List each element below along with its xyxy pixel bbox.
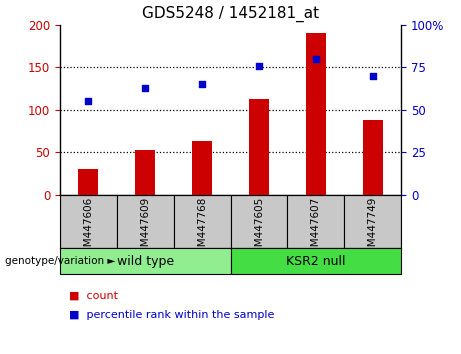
Text: GSM447606: GSM447606: [83, 196, 94, 259]
Point: [85, 98, 92, 104]
Text: KSR2 null: KSR2 null: [286, 255, 346, 268]
Bar: [78, 169, 98, 195]
Bar: [192, 141, 212, 195]
Text: GSM447768: GSM447768: [197, 196, 207, 260]
Bar: [117, 195, 174, 248]
Bar: [249, 99, 269, 195]
Title: GDS5248 / 1452181_at: GDS5248 / 1452181_at: [142, 6, 319, 22]
Bar: [135, 150, 155, 195]
Bar: [287, 195, 344, 248]
Bar: [60, 195, 117, 248]
Text: GSM447749: GSM447749: [367, 196, 378, 260]
Point: [255, 63, 263, 68]
Text: ■  count: ■ count: [69, 291, 118, 301]
Point: [198, 81, 206, 87]
Bar: [174, 195, 230, 248]
Bar: [230, 195, 287, 248]
Text: GSM447605: GSM447605: [254, 196, 264, 259]
Text: genotype/variation ►: genotype/variation ►: [5, 256, 115, 266]
Point: [369, 73, 376, 79]
Bar: [363, 120, 383, 195]
Text: GSM447609: GSM447609: [140, 196, 150, 259]
Bar: [306, 33, 326, 195]
Bar: [344, 195, 401, 248]
Text: GSM447607: GSM447607: [311, 196, 321, 259]
Text: wild type: wild type: [117, 255, 174, 268]
Text: ■  percentile rank within the sample: ■ percentile rank within the sample: [69, 310, 274, 320]
Point: [312, 56, 319, 62]
Point: [142, 85, 149, 91]
